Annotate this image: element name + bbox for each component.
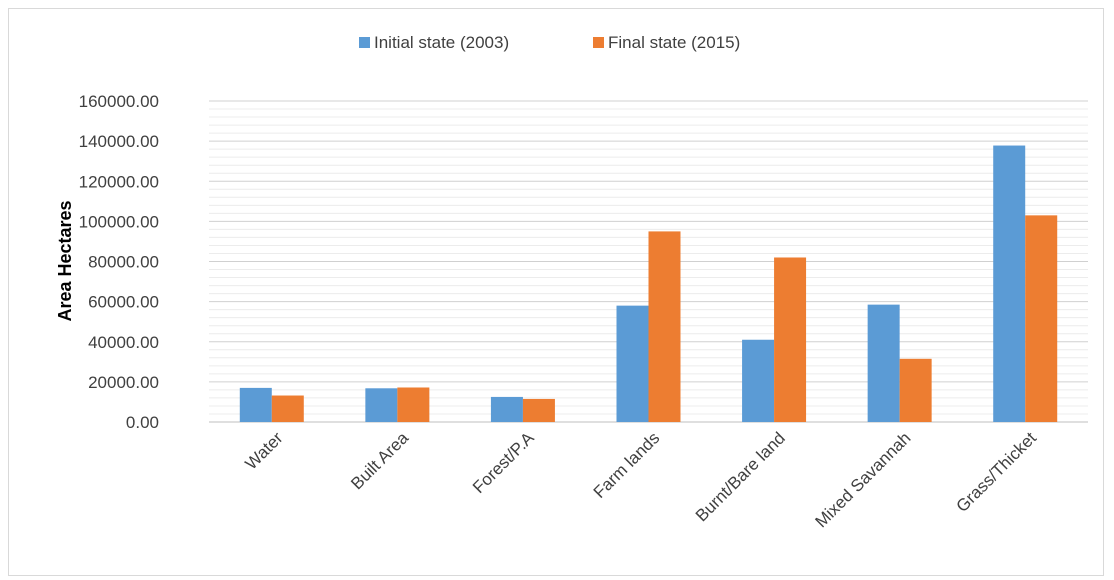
bar-final-state <box>397 387 430 422</box>
x-tick-label: Mixed Savannah <box>811 428 914 531</box>
bar-final-state <box>899 358 932 422</box>
y-tick-label: 120000.00 <box>79 172 159 191</box>
bar-final-state <box>522 398 555 422</box>
x-tick-label: Forest/P.A <box>469 428 538 497</box>
y-tick-label: 40000.00 <box>88 333 159 352</box>
y-tick-label: 140000.00 <box>79 132 159 151</box>
bar-final-state <box>774 257 807 422</box>
y-tick-label: 80000.00 <box>88 253 159 272</box>
y-axis-title: Area Hectares <box>55 200 75 321</box>
bar-initial-state <box>490 396 523 422</box>
legend-swatch <box>359 37 370 48</box>
y-tick-label: 0.00 <box>126 413 159 432</box>
legend-swatch <box>593 37 604 48</box>
bar-chart: 0.00 20000.00 40000.00 60000.00 80000.00 1000… <box>55 33 1088 531</box>
legend-label: Final state (2015) <box>608 33 740 52</box>
bar-initial-state <box>616 305 649 422</box>
bar-final-state <box>271 395 304 422</box>
bar-final-state <box>648 231 681 422</box>
bar-initial-state <box>365 388 398 422</box>
bar-initial-state <box>239 387 272 422</box>
bar-initial-state <box>742 339 775 422</box>
legend-item: Final state (2015) <box>593 33 740 52</box>
bar-initial-state <box>867 304 900 422</box>
x-tick-label: Grass/Thicket <box>952 428 1040 516</box>
legend-label: Initial state (2003) <box>374 33 509 52</box>
bar-initial-state <box>993 145 1026 422</box>
bar-final-state <box>1025 215 1058 422</box>
x-tick-label: Farm lands <box>590 428 664 502</box>
y-tick-label: 100000.00 <box>79 212 159 231</box>
y-tick-label: 60000.00 <box>88 293 159 312</box>
x-tick-label: Water <box>242 428 287 473</box>
legend-item: Initial state (2003) <box>359 33 509 52</box>
x-tick-label: Built Area <box>347 428 412 493</box>
x-tick-label: Burnt/Bare land <box>692 428 789 525</box>
chart-container: 0.00 20000.00 40000.00 60000.00 80000.00 1000… <box>8 8 1104 576</box>
y-tick-label: 20000.00 <box>88 373 159 392</box>
y-tick-label: 160000.00 <box>79 92 159 111</box>
